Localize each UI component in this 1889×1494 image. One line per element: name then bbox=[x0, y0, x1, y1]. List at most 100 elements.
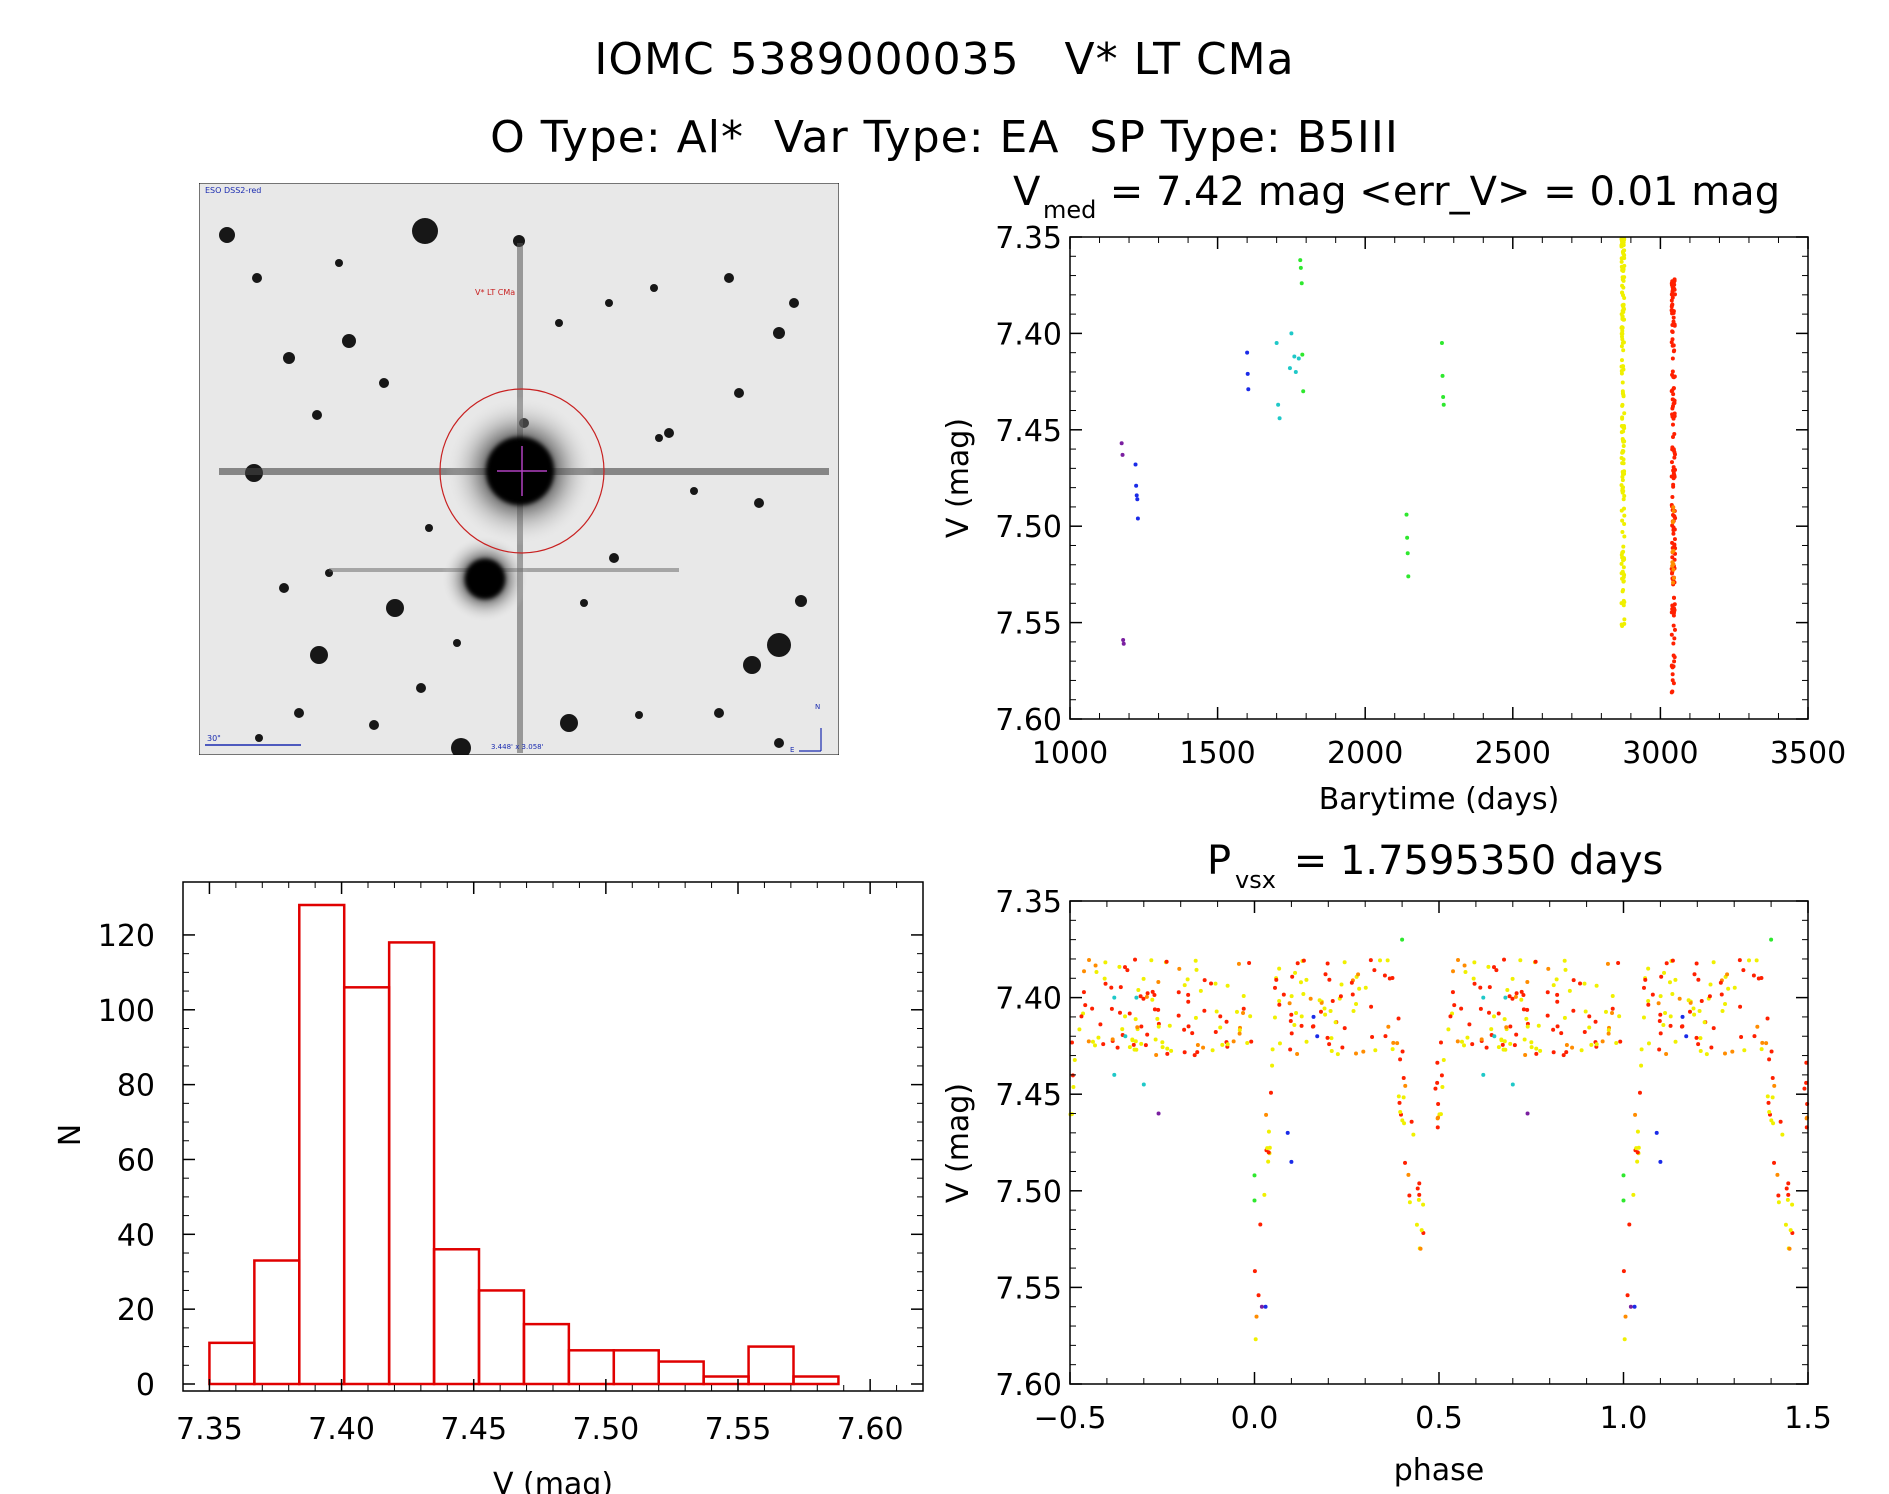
ph-point bbox=[1258, 1222, 1263, 1227]
ph-point bbox=[1664, 1051, 1669, 1056]
ph-point bbox=[1643, 977, 1648, 982]
ph-point bbox=[1350, 992, 1355, 997]
lc-point bbox=[1620, 478, 1625, 483]
lc-point bbox=[1670, 343, 1675, 348]
lc-point bbox=[1121, 637, 1126, 642]
ph-point bbox=[1327, 977, 1332, 982]
ph-point bbox=[1248, 1014, 1253, 1019]
lc-point bbox=[1669, 690, 1674, 695]
ph-point bbox=[1658, 994, 1663, 999]
ph-point bbox=[1686, 998, 1691, 1003]
ph-point bbox=[1277, 1041, 1282, 1046]
ph-point bbox=[1401, 1095, 1406, 1100]
ph-point bbox=[1231, 1039, 1236, 1044]
ph-point bbox=[1503, 995, 1508, 1000]
ph-point bbox=[1699, 998, 1704, 1003]
lc-point bbox=[1619, 552, 1624, 557]
ph-point bbox=[1299, 1014, 1304, 1019]
ph-point bbox=[1658, 1159, 1663, 1164]
lc-point bbox=[1620, 416, 1625, 421]
hist-ytick-label: 120 bbox=[98, 919, 155, 954]
lc-point bbox=[1670, 678, 1675, 683]
ph-point bbox=[1742, 1048, 1747, 1053]
ph-point bbox=[1398, 1110, 1403, 1115]
ph-point bbox=[1759, 1047, 1764, 1052]
ph-point bbox=[1759, 975, 1764, 980]
ph-point bbox=[1694, 1035, 1699, 1040]
ph-point bbox=[1382, 973, 1387, 978]
field-star bbox=[283, 352, 295, 364]
ph-point bbox=[1152, 993, 1157, 998]
ph-point bbox=[1680, 1014, 1685, 1019]
ph-point bbox=[1323, 1012, 1328, 1017]
ph-point bbox=[1141, 996, 1146, 1001]
ph-point bbox=[1522, 1037, 1527, 1042]
ph-point bbox=[1496, 1011, 1501, 1016]
lc-point bbox=[1669, 340, 1674, 345]
lc-point bbox=[1619, 259, 1624, 264]
ph-point bbox=[1194, 967, 1199, 972]
field-star bbox=[690, 487, 698, 495]
hist-bar bbox=[253, 1259, 301, 1386]
ph-points bbox=[1068, 937, 1810, 1342]
ph-point bbox=[1510, 1082, 1515, 1087]
ph-point bbox=[1072, 1058, 1077, 1063]
ph-point bbox=[1109, 1006, 1114, 1011]
ph-point bbox=[1218, 1025, 1223, 1030]
ph-point bbox=[1349, 980, 1354, 985]
ph-point bbox=[1545, 990, 1550, 995]
ph-point bbox=[1776, 1200, 1781, 1205]
lc-point bbox=[1670, 329, 1675, 334]
ph-point bbox=[1123, 1034, 1128, 1039]
lc-point bbox=[1621, 394, 1626, 399]
ph-point bbox=[1329, 1036, 1334, 1041]
hist-ytick-label: 40 bbox=[117, 1218, 155, 1253]
ph-point bbox=[1141, 976, 1146, 981]
ph-point bbox=[1237, 1028, 1242, 1033]
lc-axes-frame bbox=[1069, 236, 1809, 720]
ph-point bbox=[1143, 1043, 1148, 1048]
ph-point bbox=[1317, 998, 1322, 1003]
ph-point bbox=[1090, 1006, 1095, 1011]
ph-point bbox=[1102, 976, 1107, 981]
ph-point bbox=[1472, 981, 1477, 986]
ph-point bbox=[1351, 1009, 1356, 1014]
ph-point bbox=[1419, 1228, 1424, 1233]
lc-point bbox=[1671, 567, 1676, 572]
hist-xtick-label: 7.45 bbox=[440, 1412, 507, 1447]
ph-point bbox=[1385, 958, 1390, 963]
lc-point bbox=[1133, 462, 1138, 467]
lc-point bbox=[1620, 364, 1625, 369]
ph-point bbox=[1732, 985, 1737, 990]
neighbor-star bbox=[465, 559, 505, 599]
ph-point bbox=[1249, 1039, 1254, 1044]
lc-point bbox=[1274, 341, 1279, 346]
ph-point bbox=[1398, 1057, 1403, 1062]
light-curve-panel: V med = 7.42 mag <err_V> = 0.01 mag 1000… bbox=[941, 169, 1846, 817]
ph-point bbox=[1160, 1045, 1165, 1050]
field-star bbox=[754, 498, 764, 508]
ph-ytick-label: 7.60 bbox=[995, 1368, 1062, 1403]
ph-point bbox=[1751, 973, 1756, 978]
ph-point bbox=[1571, 978, 1576, 983]
ph-point bbox=[1176, 1013, 1181, 1018]
ph-point bbox=[1496, 1045, 1501, 1050]
ph-point bbox=[1220, 1042, 1225, 1047]
ph-point bbox=[1519, 989, 1524, 994]
ph-point bbox=[1481, 1072, 1486, 1077]
ph-point bbox=[1650, 992, 1655, 997]
ph-point bbox=[1587, 1025, 1592, 1030]
ph-title-main: P bbox=[1207, 838, 1231, 884]
ph-point bbox=[1438, 1112, 1443, 1117]
ph-point bbox=[1186, 992, 1191, 997]
ph-point bbox=[1224, 1019, 1229, 1024]
lc-point bbox=[1670, 356, 1675, 361]
ph-point bbox=[1778, 1119, 1783, 1124]
hist-bar bbox=[208, 1341, 256, 1386]
ph-point bbox=[1723, 1001, 1728, 1006]
ph-point bbox=[1691, 1006, 1696, 1011]
ph-point bbox=[1487, 985, 1492, 990]
ph-point bbox=[1390, 1047, 1395, 1052]
lc-point bbox=[1620, 529, 1625, 534]
ph-point bbox=[1079, 1014, 1084, 1019]
